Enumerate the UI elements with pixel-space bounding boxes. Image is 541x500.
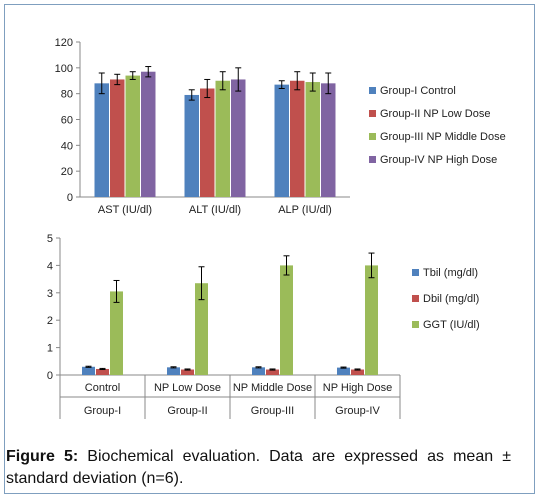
category-label: AST (IU/dl) <box>98 204 152 216</box>
category-label: NP Low Dose <box>154 382 221 394</box>
group-label: Group-IV <box>335 405 380 417</box>
bar <box>274 84 289 197</box>
bar <box>184 94 199 197</box>
bar <box>280 265 293 375</box>
y-tick-label: 120 <box>55 37 73 49</box>
bar <box>195 283 208 375</box>
bar <box>125 75 140 197</box>
y-tick-label: 20 <box>61 166 73 178</box>
bar <box>337 367 350 375</box>
legend-label: Tbil (mg/dl) <box>423 267 478 279</box>
caption-text: Biochemical evaluation. Data are express… <box>6 448 511 487</box>
bar <box>167 367 180 375</box>
legend-swatch <box>369 156 376 163</box>
y-tick-label: 5 <box>47 233 53 245</box>
bar <box>110 79 125 197</box>
legend-swatch <box>412 295 419 302</box>
bar <box>231 79 246 197</box>
bar <box>252 367 265 375</box>
legend-swatch <box>412 269 419 276</box>
bar <box>215 80 230 197</box>
legend-label: GGT (IU/dl) <box>423 319 480 331</box>
y-tick-label: 40 <box>61 140 73 152</box>
legend-swatch <box>369 133 376 140</box>
bar <box>290 80 305 197</box>
legend-label: Group-I Control <box>380 85 456 97</box>
y-tick-label: 80 <box>61 89 73 101</box>
figure-caption: Figure 5: Biochemical evaluation. Data a… <box>6 446 511 490</box>
bar <box>351 369 364 375</box>
legend-label: Group-IV NP High Dose <box>380 154 497 166</box>
y-tick-label: 0 <box>67 192 73 204</box>
chart-liver-enzymes: 0 20 40 60 80 100 120 AST (IU/dl) ALT (IU/dl) ALP… <box>55 37 506 216</box>
bar <box>266 369 279 375</box>
legend-swatch <box>369 110 376 117</box>
group-label: Group-III <box>251 405 294 417</box>
figure-border <box>4 4 535 494</box>
category-label: NP Middle Dose <box>233 382 312 394</box>
y-tick-label: 2 <box>47 315 53 327</box>
legend-swatch <box>369 87 376 94</box>
y-tick-label: 60 <box>61 115 73 127</box>
legend-swatch <box>412 321 419 328</box>
bar <box>96 368 109 375</box>
category-label: ALT (IU/dl) <box>189 204 241 216</box>
category-label: NP High Dose <box>323 382 393 394</box>
bar <box>365 265 378 375</box>
y-tick-label: 1 <box>47 343 53 355</box>
chart-bilirubin-ggt: 0 1 2 3 4 5 Control Group-I NP Low Dose Group-II N… <box>47 233 480 419</box>
group-label: Group-II <box>167 405 207 417</box>
bar <box>321 83 336 197</box>
legend-label: Group-II NP Low Dose <box>380 108 490 120</box>
bar <box>110 291 123 375</box>
caption-label: Figure 5: <box>6 448 79 465</box>
y-tick-label: 4 <box>47 260 53 272</box>
y-tick-label: 0 <box>47 370 53 382</box>
bar <box>82 366 95 375</box>
y-tick-label: 100 <box>55 63 73 75</box>
legend-label: Dbil (mg/dl) <box>423 293 479 305</box>
bar <box>305 82 320 197</box>
bar <box>200 88 215 197</box>
category-label: Control <box>85 382 120 394</box>
legend-label: Group-III NP Middle Dose <box>380 131 506 143</box>
bar <box>181 369 194 375</box>
bar <box>141 71 156 197</box>
y-tick-label: 3 <box>47 288 53 300</box>
category-label: ALP (IU/dl) <box>278 204 332 216</box>
group-label: Group-I <box>84 405 121 417</box>
bar <box>94 83 109 197</box>
